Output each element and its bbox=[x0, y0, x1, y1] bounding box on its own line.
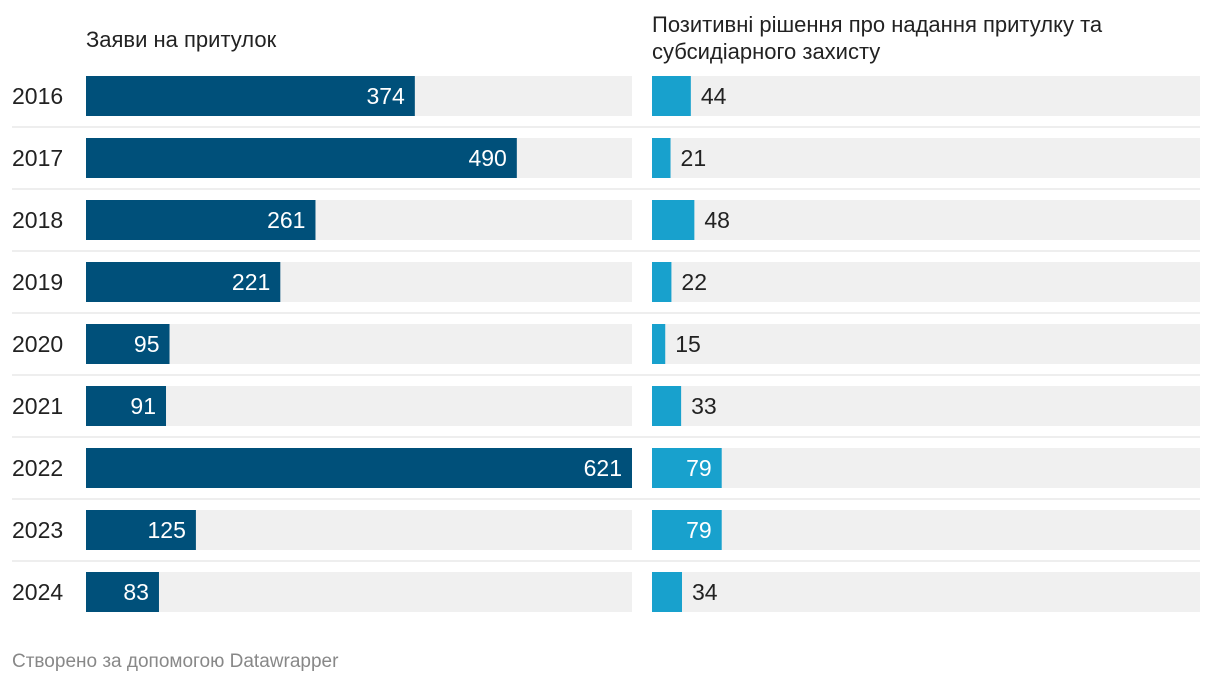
data-label: 44 bbox=[701, 83, 727, 109]
decision-bar-2020 bbox=[652, 324, 666, 364]
application-bar-2021 bbox=[86, 386, 167, 426]
year-label-2024: 2024 bbox=[12, 579, 63, 605]
application-bar-2017 bbox=[86, 138, 517, 178]
data-label: 91 bbox=[130, 393, 156, 419]
year-label-2023: 2023 bbox=[12, 517, 63, 543]
decision-bar-2017 bbox=[652, 138, 671, 178]
data-label: 15 bbox=[675, 331, 701, 357]
year-label-2018: 2018 bbox=[12, 207, 63, 233]
bar-track bbox=[652, 262, 1200, 302]
application-bar-2018 bbox=[86, 200, 316, 240]
bar-track bbox=[652, 510, 1200, 550]
bar-track bbox=[652, 200, 1200, 240]
decision-bar-2022 bbox=[652, 448, 722, 488]
data-label: 621 bbox=[584, 455, 622, 481]
application-bar-2020 bbox=[86, 324, 170, 364]
year-label-2019: 2019 bbox=[12, 269, 63, 295]
data-label: 79 bbox=[686, 517, 712, 543]
data-label: 490 bbox=[468, 145, 506, 171]
bar-track bbox=[652, 324, 1200, 364]
bar-track bbox=[86, 324, 632, 364]
application-bar-2016 bbox=[86, 76, 415, 116]
data-label: 261 bbox=[267, 207, 305, 233]
data-label: 48 bbox=[704, 207, 730, 233]
data-label: 33 bbox=[691, 393, 717, 419]
footer-credit: Створено за допомогою Datawrapper bbox=[12, 651, 339, 672]
data-label: 21 bbox=[681, 145, 707, 171]
decision-bar-2023 bbox=[652, 510, 722, 550]
right-column-title: Позитивні рішення про надання притулку т… bbox=[652, 12, 1103, 64]
bar-chart: 2016 374 44 2017 490 21 2018 261 48 2019 221 22 2020… bbox=[12, 76, 1200, 612]
data-label: 79 bbox=[686, 455, 712, 481]
data-label: 22 bbox=[681, 269, 707, 295]
bar-track bbox=[652, 448, 1200, 488]
bar-track bbox=[652, 386, 1200, 426]
bar-track bbox=[86, 572, 632, 612]
application-bar-2022 bbox=[86, 448, 632, 488]
application-bar-2024 bbox=[86, 572, 159, 612]
year-label-2016: 2016 bbox=[12, 83, 63, 109]
decision-bar-2021 bbox=[652, 386, 682, 426]
year-label-2021: 2021 bbox=[12, 393, 63, 419]
data-label: 125 bbox=[148, 517, 186, 543]
bar-track bbox=[652, 76, 1200, 116]
bar-track bbox=[86, 386, 632, 426]
data-label: 34 bbox=[692, 579, 718, 605]
year-label-2022: 2022 bbox=[12, 455, 63, 481]
decision-bar-2016 bbox=[652, 76, 691, 116]
decision-bar-2019 bbox=[652, 262, 672, 302]
bar-track bbox=[652, 138, 1200, 178]
data-label: 83 bbox=[123, 579, 149, 605]
data-label: 95 bbox=[134, 331, 160, 357]
application-bar-2023 bbox=[86, 510, 196, 550]
year-label-2020: 2020 bbox=[12, 331, 63, 357]
bar-track bbox=[652, 572, 1200, 612]
decision-bar-2024 bbox=[652, 572, 683, 612]
application-bar-2019 bbox=[86, 262, 281, 302]
year-label-2017: 2017 bbox=[12, 145, 63, 171]
left-column-title: Заяви на притулок bbox=[86, 27, 277, 52]
data-label: 374 bbox=[366, 83, 405, 109]
data-label: 221 bbox=[232, 269, 270, 295]
decision-bar-2018 bbox=[652, 200, 695, 240]
